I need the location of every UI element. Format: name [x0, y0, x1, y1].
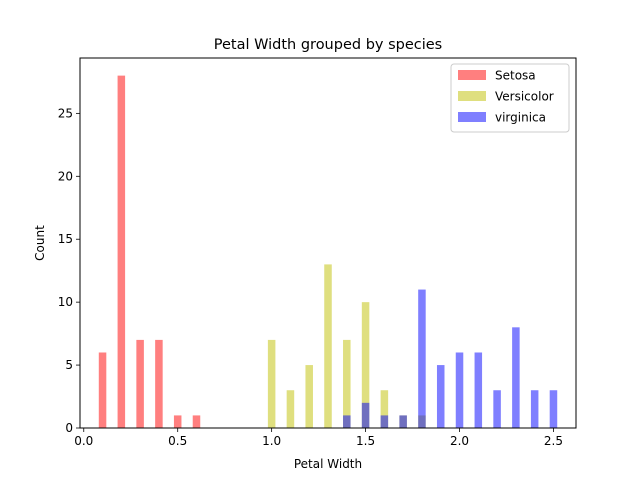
chart-title: Petal Width grouped by species — [214, 37, 443, 53]
y-tick-label: 5 — [65, 358, 73, 372]
plot-frame — [79, 57, 577, 429]
bar-setosa-1 — [117, 75, 126, 429]
x-tick-label: 1.5 — [356, 434, 375, 448]
bar-versicolor-3 — [324, 264, 332, 428]
bar-versicolor-5 — [361, 302, 370, 428]
bar-setosa-2 — [136, 339, 144, 428]
bar-virginica-2 — [380, 415, 389, 428]
bar-virginica-7 — [474, 352, 483, 428]
y-tick-label: 15 — [58, 232, 73, 246]
x-axis-ticks: 0.0 0.5 1.0 1.5 2.0 2.5 — [74, 428, 563, 448]
bar-virginica-11 — [549, 390, 558, 428]
bar-virginica-6 — [455, 352, 464, 428]
x-tick-label: 2.0 — [450, 434, 469, 448]
bar-setosa-0 — [98, 352, 107, 428]
x-axis-label: Petal Width — [294, 457, 362, 471]
legend-swatch-setosa — [458, 70, 486, 80]
bar-virginica-0 — [343, 415, 351, 428]
bar-versicolor-1 — [286, 390, 295, 428]
bar-setosa-4 — [173, 415, 182, 428]
bar-virginica-5 — [436, 365, 445, 428]
legend-swatch-virginica — [458, 112, 486, 122]
legend-label-setosa: Setosa — [495, 69, 536, 83]
bar-virginica-10 — [530, 390, 539, 428]
x-tick-label: 1.0 — [262, 434, 281, 448]
bar-virginica-1 — [361, 402, 370, 428]
legend-label-versicolor: Versicolor — [495, 90, 554, 104]
x-tick-label: 0.5 — [168, 434, 187, 448]
bars-layer — [98, 75, 558, 429]
bar-versicolor-6 — [380, 390, 389, 428]
y-tick-label: 20 — [58, 169, 73, 183]
legend: Setosa Versicolor virginica — [450, 63, 570, 133]
y-tick-label: 10 — [58, 295, 73, 309]
y-tick-label: 0 — [65, 421, 73, 435]
y-axis-label: Count — [33, 225, 47, 261]
bar-setosa-5 — [192, 415, 201, 428]
bar-virginica-3 — [399, 415, 407, 428]
x-tick-label: 2.5 — [544, 434, 563, 448]
bar-versicolor-0 — [267, 339, 276, 428]
bar-versicolor-2 — [305, 365, 313, 428]
bar-virginica-8 — [493, 390, 501, 428]
bar-setosa-3 — [155, 339, 163, 428]
bar-virginica-4 — [418, 289, 426, 428]
bar-versicolor-4 — [343, 339, 351, 428]
x-tick-label: 0.0 — [74, 434, 93, 448]
bar-virginica-9 — [512, 327, 520, 428]
legend-swatch-versicolor — [458, 91, 486, 101]
legend-label-virginica: virginica — [495, 111, 546, 125]
y-tick-label: 25 — [58, 106, 73, 120]
y-axis-ticks: 0 5 10 15 20 25 — [58, 106, 80, 435]
